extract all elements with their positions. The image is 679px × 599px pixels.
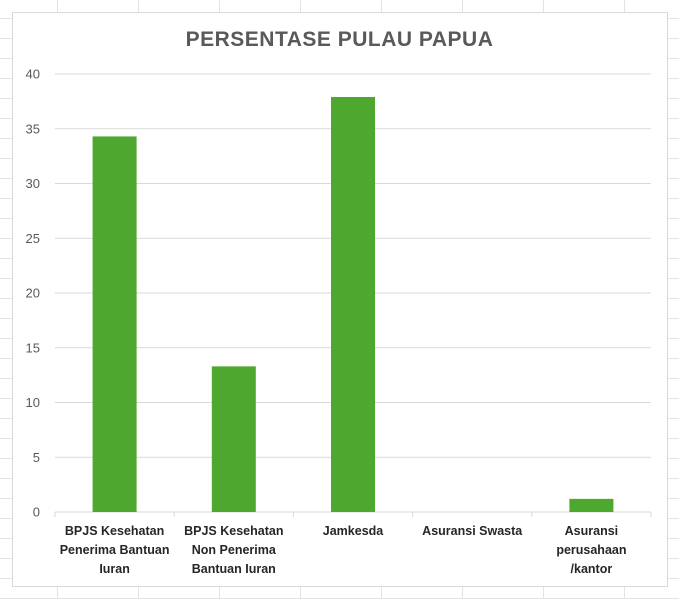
y-tick-label: 15 [26, 340, 40, 355]
bar[interactable] [569, 498, 614, 512]
y-tick-label: 40 [26, 67, 40, 82]
bar[interactable] [331, 96, 375, 513]
y-tick-label: 20 [26, 286, 40, 301]
x-axis-category-labels: BPJS Kesehatan Penerima Bantuan Iuran BPJS … [60, 524, 627, 576]
category-label: BPJS Kesehatan Non Penerima Bantuan Iuran [184, 524, 283, 576]
category-label: Jamkesda [323, 524, 385, 538]
bar[interactable] [92, 136, 137, 513]
y-tick-label: 5 [33, 450, 40, 465]
y-tick-label: 0 [33, 505, 40, 520]
bars [92, 96, 614, 513]
y-tick-label: 35 [26, 121, 40, 136]
category-label: Asuransi perusahaan/kantor [556, 524, 626, 576]
y-tick-label: 10 [26, 395, 40, 410]
y-axis-tick-labels: 0 5 10 15 20 25 30 35 40 [26, 67, 40, 520]
category-label: Asuransi Swasta [422, 524, 523, 538]
category-label: BPJS Kesehatan Penerima Bantuan Iuran [60, 524, 170, 576]
y-tick-label: 25 [26, 231, 40, 246]
chart-title: PERSENTASE PULAU PAPUA [185, 28, 494, 51]
bar[interactable] [211, 366, 256, 512]
y-tick-label: 30 [26, 176, 40, 191]
